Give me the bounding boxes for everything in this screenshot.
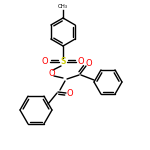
Text: O: O	[86, 58, 92, 68]
Text: O: O	[42, 57, 48, 66]
Text: O: O	[49, 69, 55, 78]
Text: O: O	[67, 90, 73, 99]
Text: S: S	[60, 57, 66, 66]
Text: O: O	[78, 57, 84, 66]
Text: CH₃: CH₃	[58, 4, 68, 9]
